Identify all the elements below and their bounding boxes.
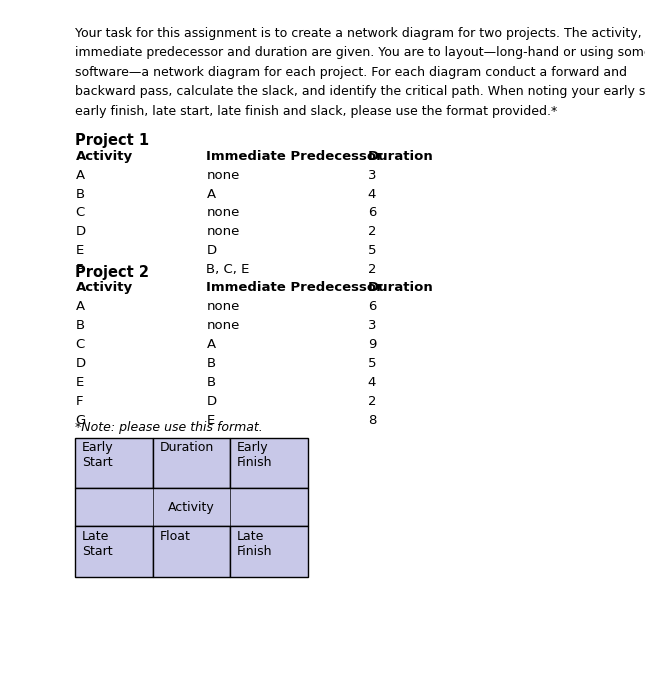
Text: Early
Start: Early Start: [82, 441, 114, 469]
Text: B: B: [206, 376, 215, 389]
Text: 3: 3: [368, 319, 376, 332]
Text: Immediate Predecessor: Immediate Predecessor: [206, 281, 383, 295]
Text: C: C: [75, 338, 84, 351]
Text: A: A: [206, 188, 215, 201]
Text: 4: 4: [368, 376, 376, 389]
Text: Immediate Predecessor: Immediate Predecessor: [206, 150, 383, 163]
Text: Float: Float: [159, 530, 190, 543]
Text: software—a network diagram for each project. For each diagram conduct a forward : software—a network diagram for each proj…: [75, 66, 628, 79]
Text: B: B: [75, 319, 84, 332]
Bar: [75, 526, 153, 577]
Text: 5: 5: [368, 357, 376, 370]
Text: Duration: Duration: [368, 150, 433, 163]
Text: Late
Finish: Late Finish: [237, 530, 272, 558]
Text: 5: 5: [368, 244, 376, 258]
Text: Early
Finish: Early Finish: [237, 441, 272, 469]
Text: Project 1: Project 1: [75, 133, 150, 148]
Text: D: D: [206, 395, 217, 408]
Text: 2: 2: [368, 225, 376, 239]
Text: E: E: [206, 414, 215, 427]
Text: Duration: Duration: [368, 281, 433, 295]
Text: G: G: [75, 414, 86, 427]
Text: none: none: [206, 319, 240, 332]
Text: B: B: [75, 188, 84, 201]
Bar: [230, 438, 308, 488]
Text: A: A: [206, 338, 215, 351]
Text: F: F: [75, 263, 83, 276]
Text: Activity: Activity: [168, 500, 215, 514]
Text: E: E: [75, 376, 84, 389]
Text: Project 2: Project 2: [75, 265, 150, 279]
Text: B: B: [206, 357, 215, 370]
Text: Activity: Activity: [75, 281, 133, 295]
Text: *Note: please use this format.: *Note: please use this format.: [75, 421, 263, 435]
Text: none: none: [206, 225, 240, 239]
Text: D: D: [206, 244, 217, 258]
Text: 6: 6: [368, 206, 376, 220]
Bar: [153, 438, 230, 488]
Text: none: none: [206, 206, 240, 220]
Text: C: C: [75, 206, 84, 220]
Bar: [153, 526, 230, 577]
Bar: [230, 526, 308, 577]
Text: Late
Start: Late Start: [82, 530, 112, 558]
Text: 8: 8: [368, 414, 376, 427]
Text: immediate predecessor and duration are given. You are to layout—long-hand or usi: immediate predecessor and duration are g…: [75, 46, 645, 60]
Text: Your task for this assignment is to create a network diagram for two projects. T: Your task for this assignment is to crea…: [75, 27, 642, 40]
Text: D: D: [75, 225, 86, 239]
Text: A: A: [75, 169, 84, 182]
Text: E: E: [75, 244, 84, 258]
Text: 6: 6: [368, 300, 376, 314]
Text: A: A: [75, 300, 84, 314]
Bar: [75, 438, 153, 488]
Text: none: none: [206, 169, 240, 182]
Text: none: none: [206, 300, 240, 314]
Text: 3: 3: [368, 169, 376, 182]
Text: 2: 2: [368, 263, 376, 276]
Text: D: D: [75, 357, 86, 370]
Text: F: F: [75, 395, 83, 408]
Text: B, C, E: B, C, E: [206, 263, 250, 276]
Text: Duration: Duration: [159, 441, 213, 454]
Text: early finish, late start, late finish and slack, please use the format provided.: early finish, late start, late finish an…: [75, 105, 558, 118]
Bar: [75, 488, 308, 526]
Text: Activity: Activity: [75, 150, 133, 163]
Text: 2: 2: [368, 395, 376, 408]
Text: 9: 9: [368, 338, 376, 351]
Text: 4: 4: [368, 188, 376, 201]
Text: backward pass, calculate the slack, and identify the critical path. When noting : backward pass, calculate the slack, and …: [75, 85, 645, 99]
